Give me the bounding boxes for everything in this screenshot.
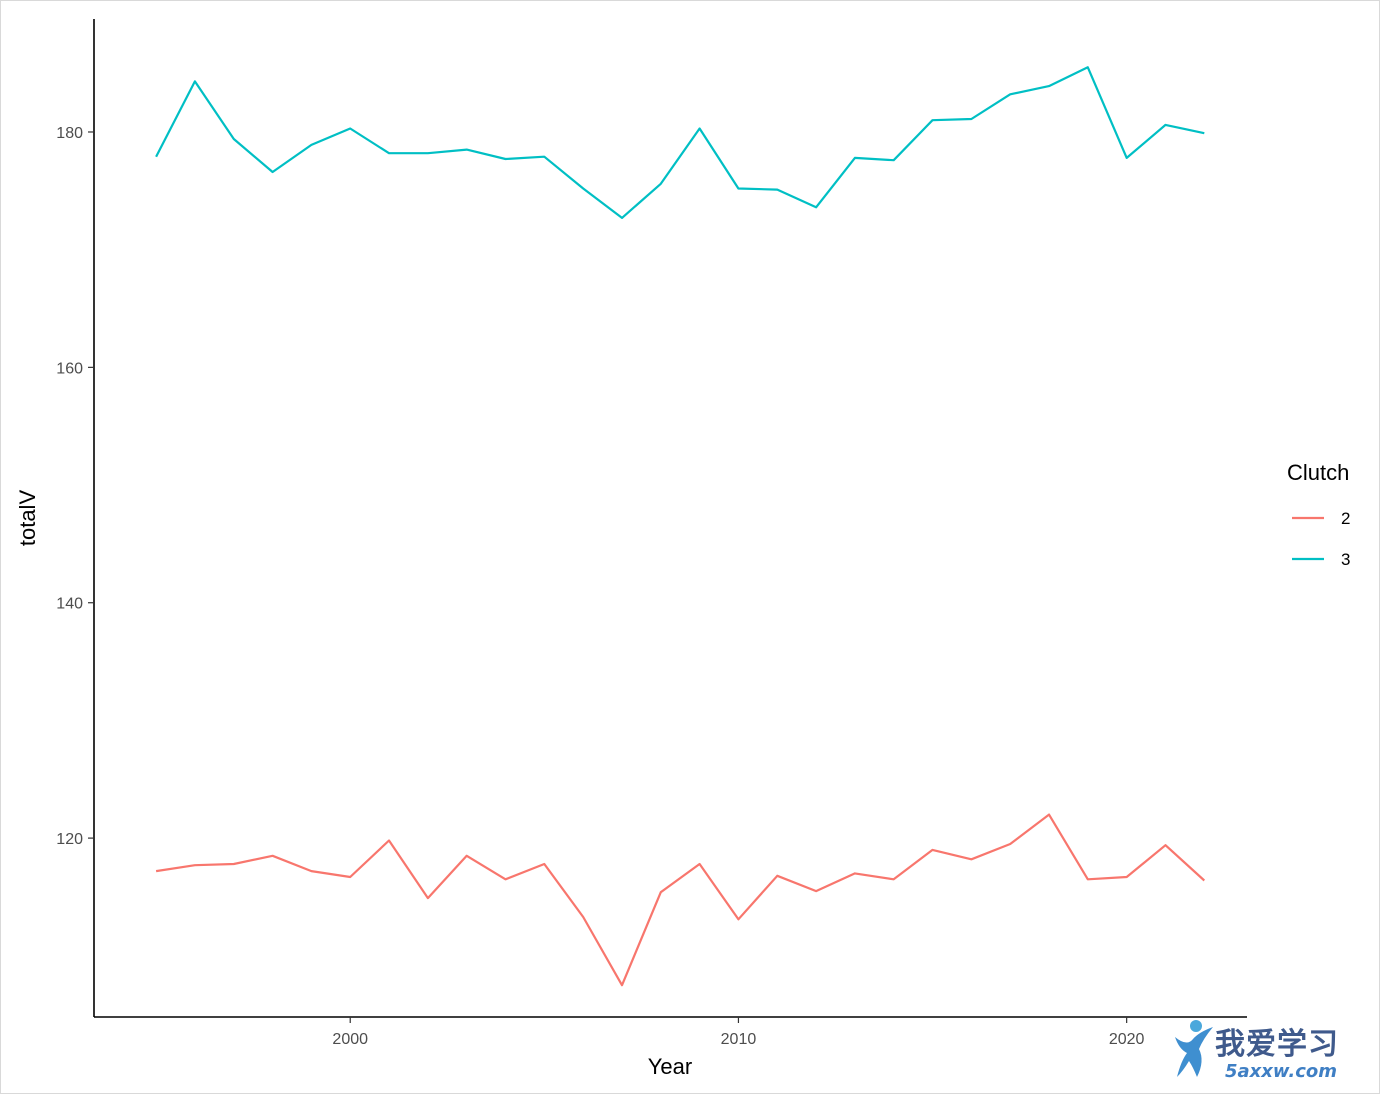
x-ticks: 2000 2010 2020 — [332, 1017, 1144, 1048]
x-tick-label: 2020 — [1109, 1031, 1145, 1048]
y-tick-label: 180 — [56, 125, 83, 142]
y-ticks: 120 140 160 180 — [56, 125, 94, 848]
watermark-url: 5axxw.com — [1225, 1061, 1337, 1082]
x-axis-title: Year — [648, 1054, 692, 1079]
legend-label-3: 3 — [1341, 550, 1350, 569]
series-line-2 — [156, 815, 1204, 986]
watermark-chinese-text: 我爱学习 — [1215, 1019, 1339, 1063]
legend-title: Clutch — [1287, 460, 1349, 485]
y-tick-label: 160 — [56, 360, 83, 377]
y-tick-label: 120 — [56, 831, 83, 848]
legend-items: 23 — [1292, 509, 1350, 569]
watermark: 我爱学习 5axxw.com — [1169, 1017, 1374, 1089]
series-layer — [156, 67, 1204, 985]
y-axis-title: totalV — [15, 490, 40, 547]
legend-label-2: 2 — [1341, 509, 1350, 528]
legend: Clutch 23 — [1287, 460, 1350, 569]
x-tick-label: 2010 — [721, 1031, 757, 1048]
y-tick-label: 140 — [56, 596, 83, 613]
runner-logo-icon — [1169, 1017, 1221, 1085]
x-tick-label: 2000 — [332, 1031, 368, 1048]
series-line-3 — [156, 67, 1204, 218]
